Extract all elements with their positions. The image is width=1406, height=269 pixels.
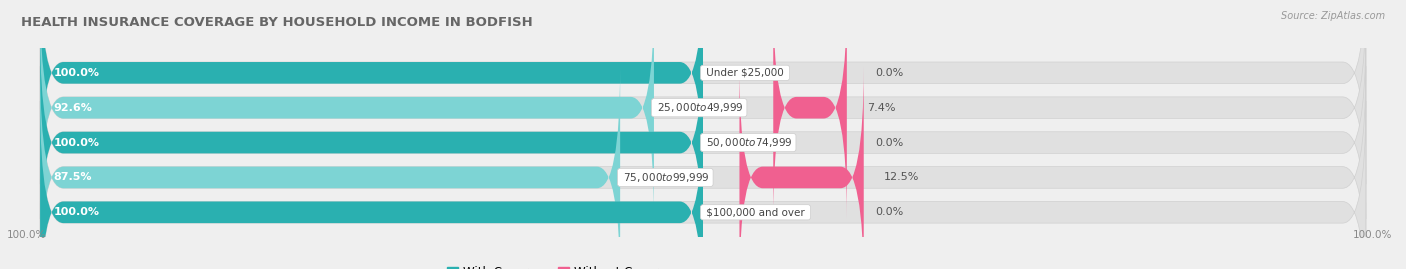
FancyBboxPatch shape — [41, 66, 1365, 269]
FancyBboxPatch shape — [773, 0, 846, 219]
Text: 0.0%: 0.0% — [876, 137, 904, 148]
FancyBboxPatch shape — [41, 0, 703, 184]
Legend: With Coverage, Without Coverage: With Coverage, Without Coverage — [441, 261, 686, 269]
Text: 100.0%: 100.0% — [53, 68, 100, 78]
Text: $25,000 to $49,999: $25,000 to $49,999 — [654, 101, 744, 114]
FancyBboxPatch shape — [41, 0, 654, 219]
Text: 100.0%: 100.0% — [7, 230, 46, 240]
FancyBboxPatch shape — [41, 0, 1365, 184]
FancyBboxPatch shape — [41, 66, 620, 269]
Text: HEALTH INSURANCE COVERAGE BY HOUSEHOLD INCOME IN BODFISH: HEALTH INSURANCE COVERAGE BY HOUSEHOLD I… — [21, 16, 533, 29]
FancyBboxPatch shape — [740, 66, 863, 269]
Text: $100,000 and over: $100,000 and over — [703, 207, 808, 217]
Text: 0.0%: 0.0% — [876, 207, 904, 217]
FancyBboxPatch shape — [41, 31, 703, 254]
FancyBboxPatch shape — [41, 0, 1365, 219]
FancyBboxPatch shape — [41, 31, 1365, 254]
Text: Source: ZipAtlas.com: Source: ZipAtlas.com — [1281, 11, 1385, 21]
Text: 92.6%: 92.6% — [53, 103, 93, 113]
Text: 7.4%: 7.4% — [866, 103, 896, 113]
FancyBboxPatch shape — [41, 101, 703, 269]
Text: 87.5%: 87.5% — [53, 172, 91, 182]
Text: $75,000 to $99,999: $75,000 to $99,999 — [620, 171, 710, 184]
Text: Under $25,000: Under $25,000 — [703, 68, 787, 78]
Text: $50,000 to $74,999: $50,000 to $74,999 — [703, 136, 793, 149]
Text: 100.0%: 100.0% — [1353, 230, 1392, 240]
Text: 100.0%: 100.0% — [53, 207, 100, 217]
FancyBboxPatch shape — [41, 101, 1365, 269]
Text: 0.0%: 0.0% — [876, 68, 904, 78]
Text: 100.0%: 100.0% — [53, 137, 100, 148]
Text: 12.5%: 12.5% — [883, 172, 920, 182]
